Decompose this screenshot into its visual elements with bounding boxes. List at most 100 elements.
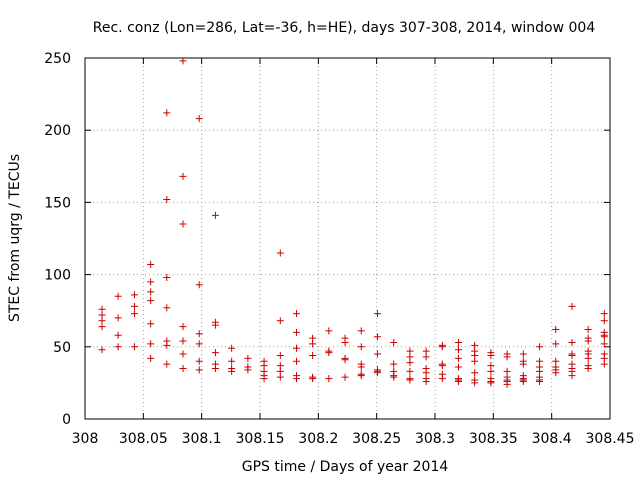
x-tick-label: 308.4 [532, 431, 572, 447]
data-point [519, 377, 527, 385]
data-point [600, 340, 608, 348]
data-point [244, 354, 252, 362]
data-point [293, 375, 301, 383]
data-point [276, 351, 284, 359]
y-tick-label: 150 [44, 195, 71, 211]
data-point [163, 273, 171, 281]
data-point [536, 343, 544, 351]
data-point [552, 340, 560, 348]
x-tick-label: 308.35 [469, 431, 518, 447]
data-point [357, 363, 365, 371]
data-point [293, 357, 301, 365]
data-point [195, 340, 203, 348]
data-point [454, 363, 462, 371]
data-point [373, 333, 381, 341]
y-axis-label: STEC from uqrg / TECUs [7, 154, 23, 322]
x-tick-label: 308.45 [586, 431, 635, 447]
data-point [179, 364, 187, 372]
data-point [147, 297, 155, 305]
data-point [519, 360, 527, 368]
data-point [163, 196, 171, 204]
data-point [373, 350, 381, 358]
data-point [584, 364, 592, 372]
data-point [147, 340, 155, 348]
data-point [228, 367, 236, 375]
data-point [130, 310, 138, 318]
data-point [406, 359, 414, 367]
chart-title: Rec. conz (Lon=286, Lat=-36, h=HE), days… [93, 20, 596, 36]
data-point [195, 366, 203, 374]
data-point [454, 338, 462, 346]
data-point [341, 356, 349, 364]
data-point [179, 172, 187, 180]
data-point [406, 376, 414, 384]
data-point [438, 362, 446, 370]
data-point [454, 346, 462, 354]
data-point [147, 288, 155, 296]
data-point [454, 354, 462, 362]
data-point [325, 349, 333, 357]
y-tick-label: 0 [62, 412, 71, 428]
data-point [584, 337, 592, 345]
data-point [438, 343, 446, 351]
data-point [390, 338, 398, 346]
data-point [390, 373, 398, 381]
data-point [309, 340, 317, 348]
data-point [471, 369, 479, 377]
y-tick-label: 250 [44, 51, 71, 67]
y-tick-labels: 0 50 100 150 200 250 [44, 51, 71, 428]
data-point [584, 354, 592, 362]
x-tick-label: 308.05 [119, 431, 168, 447]
y-tick-label: 200 [44, 123, 71, 139]
data-point [600, 310, 608, 318]
data-point [422, 377, 430, 385]
data-point [179, 220, 187, 228]
data-point [568, 351, 576, 359]
x-tick-label: 308 [72, 431, 99, 447]
data-point [98, 346, 106, 354]
data-point [130, 291, 138, 299]
plot-frame [84, 57, 611, 420]
data-point [276, 317, 284, 325]
data-point [357, 343, 365, 351]
x-axis-label: GPS time / Days of year 2014 [242, 459, 449, 475]
data-point [584, 325, 592, 333]
data-point [293, 344, 301, 352]
data-point [179, 350, 187, 358]
data-point [163, 341, 171, 349]
data-point [276, 249, 284, 257]
axis-ticks [84, 57, 611, 420]
data-point [211, 364, 219, 372]
data-point [114, 292, 122, 300]
data-point [552, 369, 560, 377]
data-point [195, 115, 203, 123]
data-point [163, 304, 171, 312]
data-point [600, 333, 608, 341]
data-point [211, 211, 219, 219]
x-tick-label: 308.2 [298, 431, 338, 447]
data-point [536, 377, 544, 385]
data-point [114, 314, 122, 322]
data-point [179, 337, 187, 345]
data-point [179, 323, 187, 331]
data-point [568, 372, 576, 380]
data-point [98, 323, 106, 331]
data-point [276, 373, 284, 381]
data-point [211, 321, 219, 329]
data-point [195, 357, 203, 365]
data-point [147, 320, 155, 328]
data-point [422, 353, 430, 361]
data-point [373, 369, 381, 377]
data-point [357, 327, 365, 335]
data-point [163, 360, 171, 368]
data-point [600, 360, 608, 368]
x-tick-label: 308.3 [415, 431, 455, 447]
data-point [357, 372, 365, 380]
data-point [406, 367, 414, 375]
data-point [325, 375, 333, 383]
data-point [471, 379, 479, 387]
data-point [552, 325, 560, 333]
data-point [438, 375, 446, 383]
